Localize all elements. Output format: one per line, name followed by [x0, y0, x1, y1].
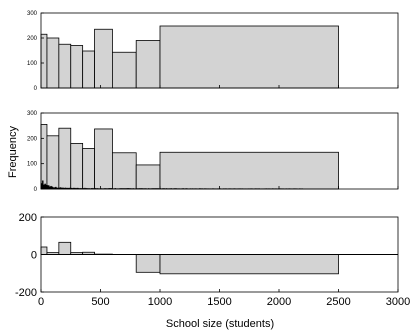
x-tick-label: 2500	[326, 296, 350, 308]
y-tick-label: 200	[27, 136, 38, 142]
x-tick-label: 500	[91, 296, 109, 308]
y-tick-label: 0	[31, 250, 37, 262]
histogram-bar	[135, 40, 161, 89]
y-axis-label: Frequency	[7, 126, 19, 178]
y-tick-label: 100	[27, 61, 38, 67]
histogram-bar	[70, 45, 84, 89]
histogram-bar	[46, 135, 60, 190]
y-tick-label: 300	[27, 111, 38, 117]
histogram-bar	[82, 148, 95, 190]
histogram-bar	[94, 128, 113, 190]
histogram-bar	[70, 142, 84, 190]
histogram-bar	[46, 37, 60, 89]
x-tick-label: 1500	[207, 296, 231, 308]
histogram-bar	[40, 33, 48, 89]
histogram-bar	[40, 246, 48, 255]
y-tick-label: -200	[15, 287, 37, 299]
histogram-bar	[159, 25, 339, 89]
top-histogram-panel: 0 100 200 300	[27, 11, 399, 92]
histogram-bar	[159, 254, 339, 275]
y-tick-label: 200	[19, 212, 37, 224]
x-tick-label: 3000	[386, 296, 410, 308]
histogram-bar	[159, 151, 339, 190]
x-tick-label: 2000	[267, 296, 291, 308]
y-tick-label: 0	[34, 86, 38, 92]
histogram-bar	[58, 241, 72, 255]
histogram-bar	[112, 51, 137, 89]
histogram-bar	[135, 254, 161, 273]
y-tick-label: 200	[27, 36, 38, 42]
x-axis-label: School size (students)	[166, 318, 274, 330]
histogram-bar	[58, 127, 72, 190]
fine-histogram-area	[40, 180, 303, 190]
histogram-bar	[58, 43, 72, 89]
y-tick-label: 0	[34, 187, 38, 193]
x-tick-label: 1000	[148, 296, 172, 308]
histogram-bar	[82, 50, 95, 89]
histogram-bar	[94, 28, 113, 89]
histogram-bar	[112, 152, 137, 190]
y-tick-label: 300	[27, 11, 38, 17]
histogram-bar	[40, 124, 48, 190]
y-tick-label: 100	[27, 162, 38, 168]
histogram-bar	[135, 164, 161, 190]
x-tick-label: 0	[38, 296, 44, 308]
middle-histogram-panel: 0 100 200 300	[27, 111, 399, 193]
